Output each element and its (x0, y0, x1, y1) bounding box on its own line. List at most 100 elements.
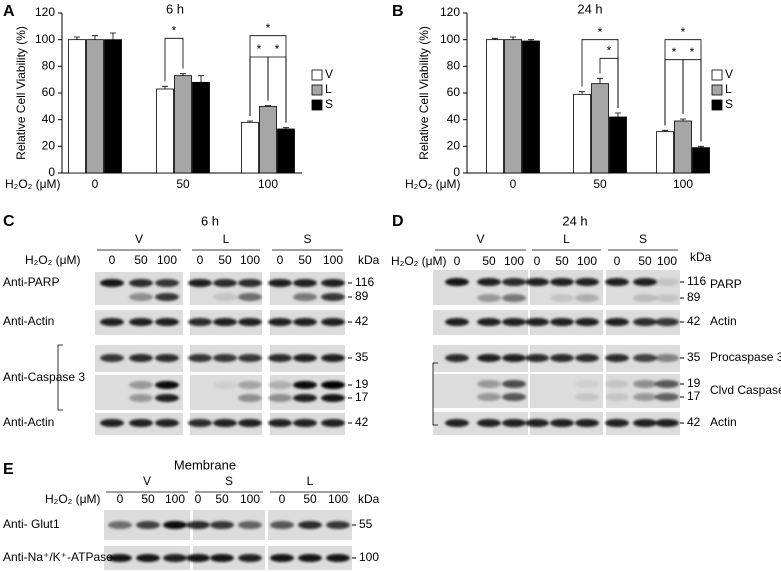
panel-letter: B (392, 3, 404, 20)
significance-bracket (267, 56, 287, 123)
row-bracket (57, 344, 63, 411)
mw-marker: 35 (355, 350, 369, 364)
lane-label: 50 (638, 254, 652, 268)
x-axis-label: H₂O₂ (μM) (405, 177, 461, 191)
lane-label: 100 (240, 253, 260, 267)
blot-band (550, 419, 574, 427)
bar (591, 83, 609, 174)
group-label: L (307, 474, 314, 488)
chart-title: 24 h (577, 1, 602, 16)
blot-band (188, 318, 212, 326)
mw-marker: 17 (687, 389, 701, 403)
x-tick-label: 50 (176, 177, 190, 191)
y-tick-label: 20 (447, 139, 461, 153)
blot-band (633, 380, 657, 388)
error-bar (162, 85, 168, 89)
lane-label: 0 (279, 492, 286, 506)
lane-label: 0 (277, 253, 284, 267)
blot-band (633, 354, 657, 362)
significance-star: * (172, 24, 177, 38)
blot-band (268, 279, 292, 287)
bar (522, 40, 540, 174)
lane-label: 100 (323, 253, 343, 267)
y-tick-label: 40 (42, 112, 56, 126)
blot-band (525, 318, 549, 326)
blot-band (188, 419, 212, 427)
blot-band (213, 293, 237, 301)
bar (692, 147, 710, 174)
blot-band (268, 419, 292, 427)
error-bar (615, 112, 621, 117)
row-label: Anti-PARP (3, 275, 59, 289)
blot-band (550, 278, 574, 286)
error-bar (198, 75, 204, 83)
blot-band (238, 521, 262, 529)
row-label: Actin (710, 314, 737, 328)
row-label: Anti- Glut1 (3, 517, 60, 531)
blot-band (477, 419, 501, 427)
significance-star: * (598, 25, 603, 39)
blot-band (155, 354, 179, 362)
lane-label: 100 (165, 492, 185, 506)
x-tick-label: 0 (510, 177, 517, 191)
blot-band (502, 419, 526, 427)
blot-band (136, 554, 160, 562)
y-tick-label: 0 (453, 165, 460, 179)
error-bar (492, 37, 498, 40)
dose-label: H₂O₂ (μM) (391, 254, 447, 268)
blot-band (163, 554, 187, 562)
row-label: Procaspase 3 (710, 350, 781, 364)
blot-band (655, 419, 679, 427)
error-bar (662, 129, 668, 132)
blot-band (163, 521, 187, 529)
lane-label: 100 (157, 253, 177, 267)
blot-background (606, 374, 680, 408)
significance-bracket (599, 57, 619, 108)
mw-marker: 89 (355, 289, 369, 303)
blot-band (321, 394, 345, 402)
bar (241, 121, 259, 174)
blot-band (575, 393, 599, 401)
blot-band (129, 381, 153, 389)
lane-label: 0 (195, 492, 202, 506)
bar (68, 39, 86, 174)
blot-band (293, 293, 317, 301)
blot-background (530, 374, 603, 408)
blot-band (129, 279, 153, 287)
error-bar (180, 73, 186, 76)
blot-band (326, 554, 350, 562)
bar (104, 39, 122, 174)
bar (573, 93, 591, 174)
blot-band (108, 521, 132, 529)
blot-band (155, 381, 179, 389)
error-bar (579, 91, 585, 95)
blot-band (213, 318, 237, 326)
y-tick-label: 80 (447, 59, 461, 73)
x-tick-label: 50 (593, 177, 607, 191)
panel-letter: C (3, 213, 15, 230)
blot-band (321, 293, 345, 301)
lane-label: 0 (534, 254, 541, 268)
blot-band (502, 380, 526, 388)
y-tick-label: 0 (48, 165, 55, 179)
bar (656, 131, 674, 174)
error-bar (74, 36, 80, 40)
error-bar (283, 127, 289, 129)
blot-band (525, 354, 549, 362)
blot-band (550, 354, 574, 362)
blot-band (293, 279, 317, 287)
significance-bracket (682, 59, 702, 142)
panel-letter: D (392, 213, 404, 230)
blot-band (321, 381, 345, 389)
blot-band (575, 354, 599, 362)
legend-swatch (311, 84, 323, 96)
blot-background (190, 375, 262, 410)
group-label: L (563, 232, 570, 246)
blot-band (129, 354, 153, 362)
blot-band (155, 394, 179, 402)
blot-band (213, 279, 237, 287)
blot-band (655, 278, 679, 286)
blot-band (210, 521, 234, 529)
bar (86, 39, 104, 174)
x-tick-label: 100 (673, 177, 693, 191)
